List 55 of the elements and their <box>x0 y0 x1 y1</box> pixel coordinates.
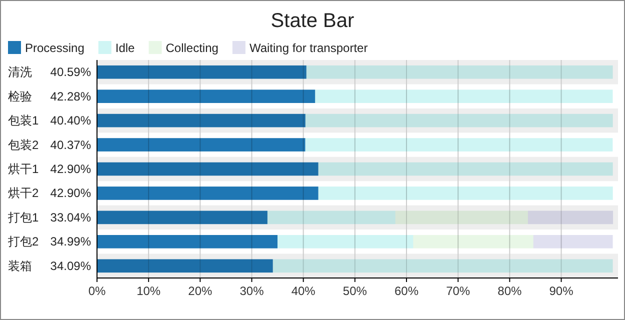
bar <box>277 235 414 248</box>
y-tick-label: 烘干1 <box>8 162 39 176</box>
bar <box>533 235 613 248</box>
bar <box>528 210 614 224</box>
bar <box>305 114 613 128</box>
x-tick-label: 20% <box>188 284 212 298</box>
y-tick-label: 装箱 <box>8 258 32 273</box>
x-tick-label: 90% <box>549 284 574 298</box>
data-label: 40.40% <box>50 114 92 128</box>
y-tick-label: 清洗 <box>8 65 32 80</box>
data-label: 40.59% <box>50 65 92 80</box>
bar <box>315 90 613 103</box>
bar <box>97 138 306 152</box>
x-tick-label: 60% <box>394 284 419 298</box>
data-label: 42.28% <box>50 89 92 104</box>
bar <box>97 65 306 79</box>
bar <box>97 186 318 200</box>
legend-label: Collecting <box>166 41 218 55</box>
bar <box>97 259 273 273</box>
legend-label: Processing <box>25 41 84 55</box>
bar <box>97 114 306 128</box>
x-tick-label: 40% <box>291 284 316 298</box>
y-tick-label: 包装1 <box>8 114 39 128</box>
data-label: 42.90% <box>50 162 92 176</box>
bar <box>413 235 534 248</box>
y-tick-label: 打包1 <box>7 210 39 224</box>
bar <box>97 210 268 224</box>
bar <box>318 186 613 200</box>
data-label: 42.90% <box>50 186 92 200</box>
bar <box>395 210 528 224</box>
legend-label: Waiting for transporter <box>249 41 368 55</box>
bar <box>267 210 396 224</box>
y-tick-label: 打包2 <box>7 234 39 249</box>
data-label: 33.04% <box>50 210 92 224</box>
data-label: 40.37% <box>50 138 92 152</box>
bar <box>306 65 613 79</box>
chart-title: State Bar <box>270 10 355 32</box>
legend-label: Idle <box>115 41 136 55</box>
bar <box>318 162 613 176</box>
bar <box>305 138 613 152</box>
x-tick-label: 80% <box>498 284 522 298</box>
y-tick-label: 包装2 <box>8 138 39 152</box>
data-label: 34.99% <box>50 234 92 249</box>
x-tick-label: 30% <box>240 284 264 298</box>
y-tick-label: 烘干2 <box>8 186 39 200</box>
bar <box>97 162 318 176</box>
y-tick-label: 检验 <box>8 89 32 104</box>
x-tick-label: 0% <box>88 284 106 298</box>
x-tick-label: 70% <box>446 284 470 298</box>
bar <box>272 259 613 273</box>
data-label: 34.09% <box>50 258 92 273</box>
x-tick-label: 10% <box>136 284 161 298</box>
bar <box>97 235 278 248</box>
x-tick-label: 50% <box>342 284 368 298</box>
bar <box>97 90 316 103</box>
